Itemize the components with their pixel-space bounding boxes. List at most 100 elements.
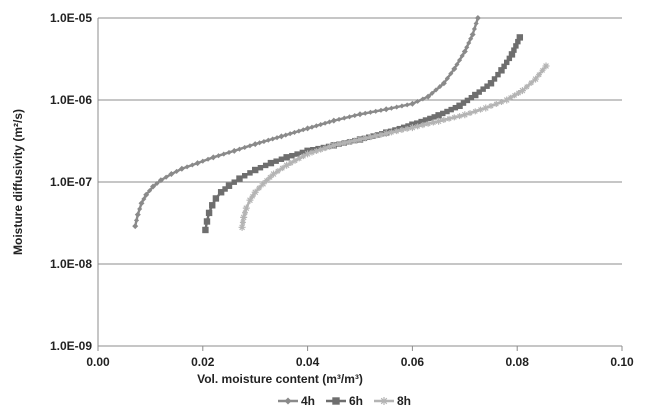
data-point (257, 140, 263, 146)
data-point (322, 120, 328, 126)
data-point (472, 91, 479, 99)
legend: 4h 6h 8h (278, 394, 411, 408)
data-point (265, 137, 271, 143)
data-point (414, 123, 421, 130)
data-point (300, 153, 307, 160)
data-point (498, 99, 505, 105)
data-point (451, 65, 458, 72)
data-point (221, 151, 227, 157)
data-point (408, 124, 416, 132)
data-point (448, 71, 454, 77)
legend-label: 6h (349, 394, 363, 408)
data-point (444, 75, 450, 81)
data-point (488, 102, 494, 109)
data-point (425, 120, 432, 127)
data-point (247, 143, 253, 149)
data-point (299, 149, 306, 156)
data-point (143, 191, 150, 198)
series-8h (238, 62, 550, 231)
data-point (202, 226, 209, 234)
data-point (491, 76, 498, 82)
data-point (278, 133, 285, 140)
data-point (274, 135, 280, 141)
data-point (452, 104, 459, 111)
data-point (203, 218, 211, 225)
x-tick-label: 0.10 (610, 355, 634, 369)
data-point (267, 159, 275, 167)
data-point (418, 118, 424, 125)
data-point (189, 162, 195, 168)
data-point (367, 134, 374, 141)
data-point (511, 47, 517, 53)
data-point (278, 156, 285, 162)
data-point (504, 59, 510, 66)
data-point (283, 132, 289, 138)
data-point (539, 67, 546, 74)
data-point (464, 97, 471, 104)
data-point (242, 173, 248, 179)
data-point (217, 189, 225, 196)
data-point (147, 188, 153, 194)
data-point (270, 136, 276, 142)
data-point (242, 204, 250, 212)
data-point (508, 51, 516, 58)
data-point (270, 170, 278, 178)
data-point (429, 90, 435, 96)
data-point (476, 89, 482, 95)
data-point (168, 171, 175, 178)
data-point (477, 106, 484, 113)
data-point (322, 145, 329, 152)
data-point (467, 110, 474, 117)
x-tick-label: 0.04 (296, 355, 320, 369)
data-point (262, 162, 269, 169)
data-point (456, 102, 463, 109)
data-point (210, 154, 217, 161)
data-point (326, 119, 332, 125)
data-point (503, 96, 511, 104)
data-point (430, 119, 437, 126)
data-point (362, 110, 368, 116)
data-point (133, 217, 140, 223)
data-point (313, 148, 320, 155)
data-point (138, 200, 145, 207)
data-point (469, 31, 476, 38)
data-point (351, 137, 358, 144)
series-group (132, 15, 550, 234)
data-point (523, 83, 530, 90)
data-point (528, 79, 535, 86)
legend-item: 6h (326, 394, 363, 408)
data-point (310, 147, 316, 153)
data-point (313, 123, 319, 129)
data-point (498, 67, 505, 74)
legend-label: 8h (397, 394, 411, 408)
data-point (422, 117, 429, 123)
data-point (474, 15, 481, 21)
data-point (267, 174, 274, 181)
data-point (242, 144, 248, 151)
data-point (464, 44, 470, 50)
data-point (437, 84, 443, 90)
data-point (460, 100, 467, 106)
data-point (383, 106, 390, 113)
data-point (394, 104, 400, 110)
data-point (318, 121, 324, 128)
data-point (435, 117, 443, 125)
data-point (315, 145, 321, 152)
data-point (493, 100, 500, 107)
data-point (205, 156, 211, 162)
data-point (231, 147, 238, 154)
data-point (398, 127, 405, 133)
data-point (507, 94, 514, 101)
y-tick-label: 1.0E-05 (50, 11, 92, 25)
data-point (444, 108, 450, 115)
data-point (346, 114, 353, 120)
data-point (296, 128, 302, 134)
data-point (382, 130, 390, 138)
y-tick-label: 1.0E-07 (50, 175, 92, 189)
data-point (263, 177, 270, 184)
data-point (205, 209, 213, 217)
x-tick-labels: 0.00 0.02 0.04 0.06 0.08 0.10 (86, 346, 634, 369)
data-point (252, 141, 259, 148)
data-point (518, 87, 526, 95)
data-point (440, 117, 447, 123)
